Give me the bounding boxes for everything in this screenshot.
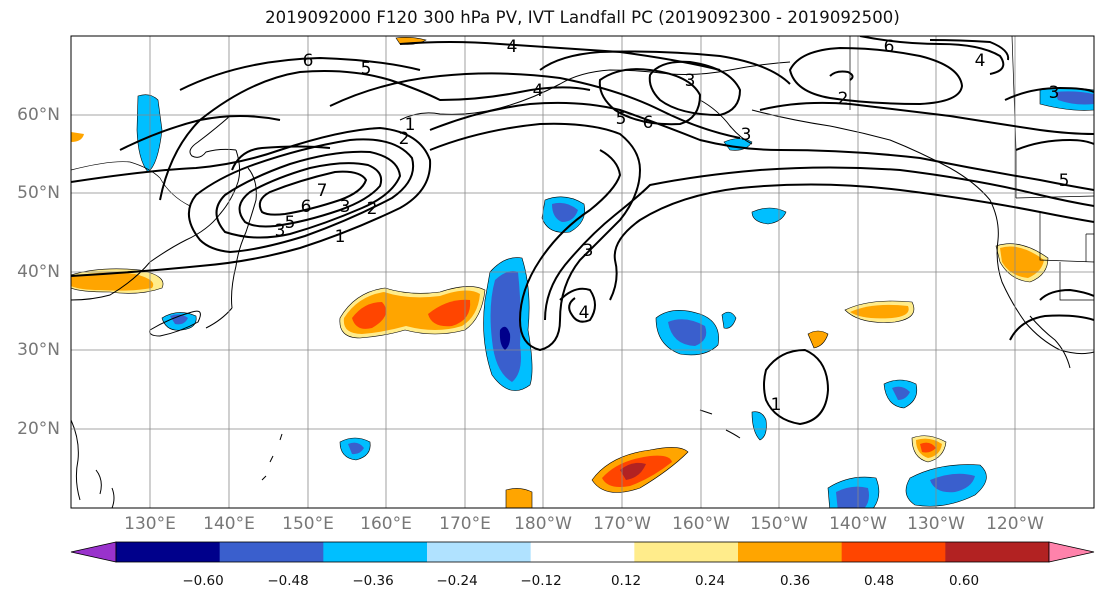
- colorbar: [70, 541, 1095, 563]
- svg-text:1: 1: [335, 227, 346, 247]
- svg-text:5: 5: [616, 109, 627, 129]
- colorbar-segment: [634, 542, 739, 562]
- svg-text:4: 4: [579, 303, 590, 323]
- colorbar-tick-label: 0.48: [863, 573, 895, 589]
- political-borders: [71, 36, 1094, 301]
- lon-label-180w: 180°W: [514, 514, 572, 534]
- svg-text:2: 2: [399, 129, 410, 149]
- lon-label-140w: 140°W: [829, 514, 887, 534]
- svg-text:4: 4: [533, 81, 544, 101]
- map-plot: 6 5 4 4 3 2 6 4 3 5 6 1 2 3 7 6 5 3 2 1 …: [70, 35, 1095, 509]
- lon-label-170w: 170°W: [593, 514, 651, 534]
- svg-text:5: 5: [285, 213, 296, 233]
- colorbar-tick-label: −0.48: [267, 573, 309, 589]
- svg-text:6: 6: [303, 51, 314, 71]
- colorbar-segment: [841, 542, 946, 562]
- colorbar-tick-label: −0.60: [182, 573, 224, 589]
- colorbar-segment: [219, 542, 324, 562]
- coastlines: [71, 61, 1094, 508]
- ivt-anomaly-shading: [71, 37, 1094, 508]
- colorbar-tick-label: 0.60: [948, 573, 980, 589]
- svg-text:2: 2: [838, 89, 849, 109]
- svg-text:1: 1: [771, 395, 782, 415]
- svg-text:1: 1: [405, 115, 416, 135]
- map-title: 2019092000 F120 300 hPa PV, IVT Landfall…: [265, 8, 900, 27]
- svg-text:3: 3: [275, 221, 286, 241]
- lon-label-150e: 150°E: [282, 514, 334, 534]
- lat-label-40n: 40°N: [17, 262, 60, 282]
- svg-text:3: 3: [741, 125, 752, 145]
- colorbar-segment: [323, 542, 428, 562]
- svg-text:6: 6: [884, 37, 895, 57]
- svg-text:3: 3: [1049, 83, 1060, 103]
- svg-text:4: 4: [507, 37, 518, 57]
- lon-label-170e: 170°E: [439, 514, 491, 534]
- svg-text:6: 6: [643, 113, 654, 133]
- svg-text:3: 3: [583, 241, 594, 261]
- lon-label-160e: 160°E: [360, 514, 412, 534]
- lon-label-130w: 130°W: [907, 514, 965, 534]
- lon-label-160w: 160°W: [672, 514, 730, 534]
- lon-label-150w: 150°W: [750, 514, 808, 534]
- lat-label-30n: 30°N: [17, 340, 60, 360]
- colorbar-arrow-left: [70, 541, 117, 563]
- lat-label-20n: 20°N: [17, 419, 60, 439]
- svg-text:5: 5: [361, 59, 372, 79]
- svg-text:7: 7: [317, 181, 328, 201]
- colorbar-tick-label: −0.24: [436, 573, 478, 589]
- svg-text:2: 2: [367, 199, 378, 219]
- colorbar-tick-label: 0.24: [694, 573, 726, 589]
- svg-text:6: 6: [301, 197, 312, 217]
- colorbar-tick-label: 0.36: [779, 573, 811, 589]
- lat-label-50n: 50°N: [17, 183, 60, 203]
- lon-label-140e: 140°E: [203, 514, 255, 534]
- svg-text:4: 4: [975, 51, 986, 71]
- colorbar-segment: [116, 542, 221, 562]
- svg-text:3: 3: [340, 197, 351, 217]
- colorbar-tick-label: −0.12: [520, 573, 562, 589]
- colorbar-tick-label: −0.36: [352, 573, 394, 589]
- colorbar-segments: [115, 541, 1050, 563]
- lat-label-60n: 60°N: [17, 105, 60, 125]
- pv-contours: [71, 36, 1094, 426]
- lon-label-120w: 120°W: [986, 514, 1044, 534]
- colorbar-tick-label: 0.12: [610, 573, 642, 589]
- svg-text:5: 5: [1059, 171, 1070, 191]
- svg-text:3: 3: [685, 71, 696, 91]
- colorbar-arrow-right: [1048, 541, 1095, 563]
- lon-label-130e: 130°E: [124, 514, 176, 534]
- colorbar-segment: [945, 542, 1050, 562]
- plot-frame: [70, 35, 1095, 509]
- colorbar-segment: [530, 542, 635, 562]
- pv-contour-labels: 6 5 4 4 3 2 6 4 3 5 6 1 2 3 7 6 5 3 2 1 …: [275, 37, 1070, 415]
- colorbar-segment: [738, 542, 843, 562]
- colorbar-segment: [427, 542, 532, 562]
